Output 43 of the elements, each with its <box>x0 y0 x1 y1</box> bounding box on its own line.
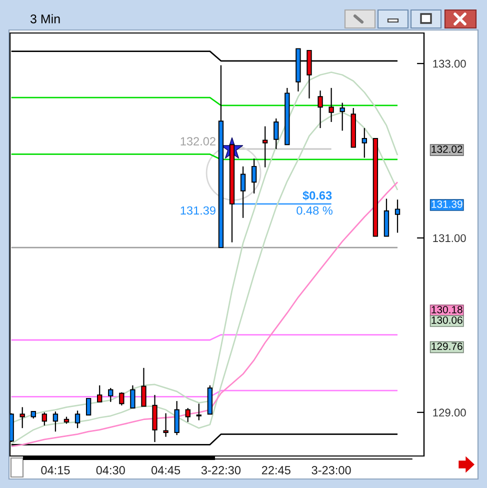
candlestick <box>340 102 345 132</box>
candlestick <box>130 384 136 409</box>
annotation: 132.02 <box>180 137 216 146</box>
x-tick-label: 22:45 <box>262 466 290 474</box>
candlestick <box>185 407 190 423</box>
y2-tick-label: 129.76 <box>432 342 462 350</box>
candlestick <box>251 158 257 194</box>
candlestick <box>52 410 58 432</box>
y-tick-label: 131.00 <box>433 234 466 242</box>
annotation: 131.39 <box>180 206 216 215</box>
x-tick-label: 3-23:00 <box>312 466 351 474</box>
x-tick-label: 04:30 <box>96 466 125 474</box>
candlestick <box>20 406 25 429</box>
y2-tick-label: 132.02 <box>432 146 462 153</box>
y-tick-label: 129.00 <box>433 408 466 417</box>
candlestick <box>196 403 202 421</box>
candlestick <box>240 166 246 218</box>
candlestick <box>274 118 279 150</box>
candlestick <box>362 128 367 158</box>
candlestick <box>141 367 146 407</box>
candlestick <box>174 400 180 436</box>
candlestick <box>108 387 114 402</box>
candlestick <box>119 392 124 406</box>
candlestick <box>163 412 168 438</box>
y2-tick-label: 130.18 <box>432 306 462 314</box>
x-tick-label: 04:15 <box>41 466 70 474</box>
annotation: 0.48 % <box>296 206 332 215</box>
candlestick <box>328 87 334 123</box>
candlestick <box>42 412 48 426</box>
x-tick-label: 3-22:30 <box>201 466 241 474</box>
line-series <box>10 181 398 448</box>
candlestick <box>262 126 268 168</box>
y2-tick-label: 131.39 <box>432 200 462 208</box>
candlestick <box>86 398 92 416</box>
x-tick-label: 04:45 <box>151 466 180 474</box>
chart-title: 3 Min <box>30 14 60 24</box>
candlestick <box>394 199 400 234</box>
annotation: $0.63 <box>302 190 332 200</box>
candlestick <box>97 384 102 402</box>
candlestick <box>74 410 80 429</box>
y2-tick-label: 130.06 <box>432 316 462 324</box>
candlestick <box>318 90 323 129</box>
y-tick-label: 133.00 <box>433 60 466 68</box>
